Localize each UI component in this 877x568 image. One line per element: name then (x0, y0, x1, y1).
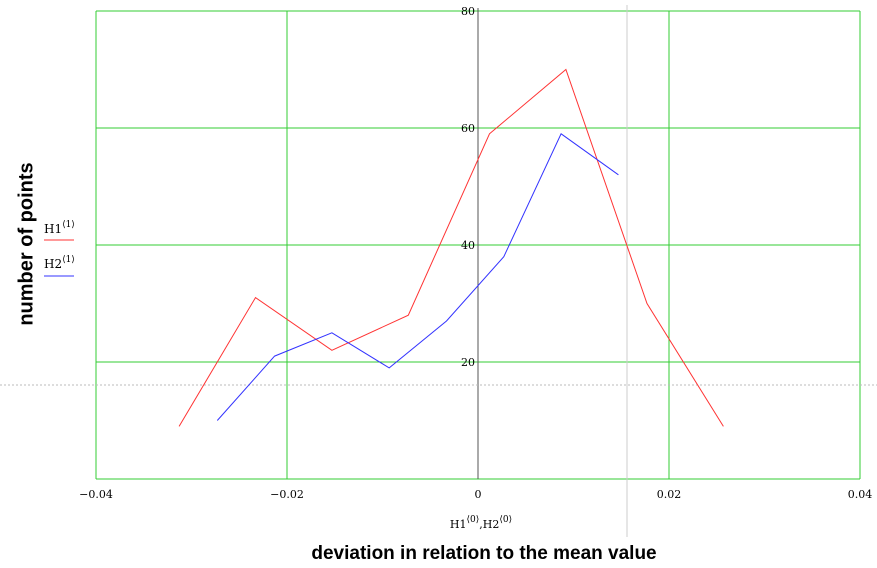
x-tick-label: −0.04 (79, 488, 113, 501)
y-tick-label: 20 (461, 356, 475, 369)
legend-label-h2: H2⟨1⟩ (44, 255, 75, 271)
x-variable-label: H1⟨0⟩,H2⟨0⟩ (450, 515, 512, 531)
legend-h2-name: H2 (44, 257, 62, 271)
series-line-h2 (216, 133, 619, 421)
x-tick-label: 0 (475, 488, 482, 501)
x-var-h2: H2 (483, 518, 500, 531)
tick-labels: −0.04 −0.02 0 0.02 0.04 20 40 60 80 (79, 5, 872, 501)
x-tick-label: −0.02 (270, 488, 304, 501)
legend-h1-sup: ⟨1⟩ (62, 220, 75, 230)
grid (95, 8, 861, 480)
y-tick-label: 40 (461, 239, 475, 252)
y-tick-label: 80 (461, 5, 475, 18)
legend-label-h1: H1⟨1⟩ (44, 220, 75, 236)
y-axis-label: number of points (15, 162, 37, 325)
legend: H1⟨1⟩ H2⟨1⟩ (44, 220, 75, 277)
x-var-h2-sup: ⟨0⟩ (499, 515, 512, 525)
series-layer (178, 68, 724, 427)
x-tick-label: 0.02 (657, 488, 682, 501)
x-var-h1-sup: ⟨0⟩ (467, 515, 480, 525)
series-line-h1 (178, 68, 724, 427)
y-tick-label: 60 (461, 122, 475, 135)
legend-item-h2: H2⟨1⟩ (44, 255, 75, 277)
legend-h1-name: H1 (44, 222, 62, 236)
x-var-h1: H1 (450, 518, 467, 531)
legend-item-h1: H1⟨1⟩ (44, 220, 75, 241)
x-tick-label: 0.04 (848, 488, 873, 501)
x-var-sep: , (479, 518, 483, 531)
x-axis-label: deviation in relation to the mean value (311, 543, 656, 564)
legend-h2-sup: ⟨1⟩ (62, 255, 75, 265)
